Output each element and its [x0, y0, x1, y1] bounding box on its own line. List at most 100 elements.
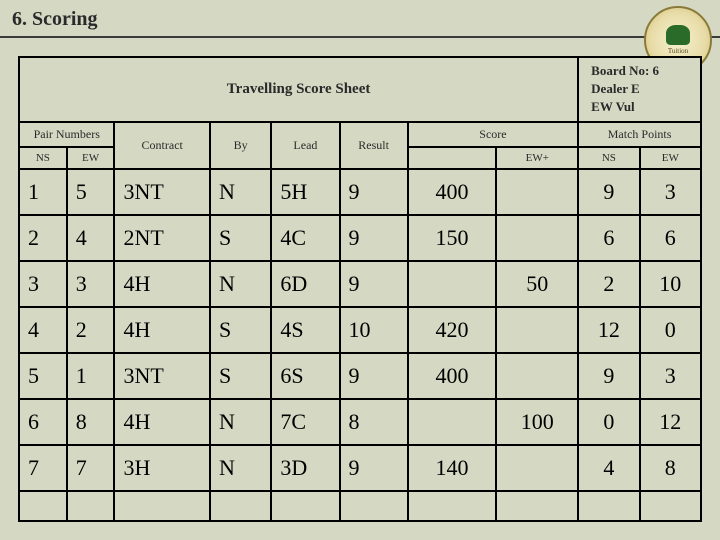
cell-ew: 1	[67, 353, 115, 399]
sheet-title: Travelling Score Sheet	[19, 57, 578, 122]
cell-lead: 5H	[271, 169, 339, 215]
cell-result: 8	[340, 399, 408, 445]
cell-contract: 4H	[114, 399, 209, 445]
cell-ns: 2	[19, 215, 67, 261]
board-no: Board No: 6	[591, 62, 694, 80]
table-row: 334HN6D950210	[19, 261, 701, 307]
cell-by: S	[210, 215, 271, 261]
cell-by: N	[210, 261, 271, 307]
cell-score_ew	[496, 353, 578, 399]
cell-result: 9	[340, 169, 408, 215]
cell-ew: 4	[67, 215, 115, 261]
cell-mp_ew: 6	[640, 215, 701, 261]
cell-by: N	[210, 399, 271, 445]
cell-score_ns	[408, 261, 497, 307]
cell-score_ns: 400	[408, 169, 497, 215]
sub-mp-ew: EW	[640, 147, 701, 169]
table-row: 242NTS4C9150 66	[19, 215, 701, 261]
cell-lead: 4C	[271, 215, 339, 261]
cell-lead: 7C	[271, 399, 339, 445]
cell-ew: 3	[67, 261, 115, 307]
sub-ewplus: EW+	[496, 147, 578, 169]
cell-by: N	[210, 445, 271, 491]
title-underline	[0, 36, 720, 38]
cell-mp_ew: 8	[640, 445, 701, 491]
cell-ns: 7	[19, 445, 67, 491]
cell-mp_ns: 6	[578, 215, 639, 261]
cell-score_ns: 140	[408, 445, 497, 491]
table-row: 513NTS6S940093	[19, 353, 701, 399]
col-header-row: Pair Numbers Contract By Lead Result Sco…	[19, 122, 701, 147]
cell-mp_ew: 3	[640, 353, 701, 399]
cell-lead: 6S	[271, 353, 339, 399]
logo-label: Tuition	[668, 47, 688, 55]
vul: EW Vul	[591, 98, 694, 116]
cell-result: 9	[340, 353, 408, 399]
cell-score_ew: 100	[496, 399, 578, 445]
cell-score_ew	[496, 215, 578, 261]
cell-mp_ns: 0	[578, 399, 639, 445]
cell-contract: 3H	[114, 445, 209, 491]
score-table: Travelling Score Sheet Board No: 6 Deale…	[18, 56, 702, 522]
cell-mp_ns: 4	[578, 445, 639, 491]
col-lead: Lead	[271, 122, 339, 169]
cell-score_ns: 150	[408, 215, 497, 261]
table-row: 424HS4S10420 120	[19, 307, 701, 353]
dragon-icon	[666, 25, 690, 45]
cell-mp_ew: 12	[640, 399, 701, 445]
cell-by: S	[210, 307, 271, 353]
score-table-container: Travelling Score Sheet Board No: 6 Deale…	[18, 56, 702, 522]
cell-ew: 2	[67, 307, 115, 353]
cell-ew: 7	[67, 445, 115, 491]
dealer: Dealer E	[591, 80, 694, 98]
page-title: 6. Scoring	[12, 8, 98, 31]
col-pair: Pair Numbers	[19, 122, 114, 147]
cell-ns: 5	[19, 353, 67, 399]
cell-ns: 4	[19, 307, 67, 353]
cell-lead: 3D	[271, 445, 339, 491]
cell-score_ew	[496, 169, 578, 215]
cell-mp_ew: 0	[640, 307, 701, 353]
cell-result: 9	[340, 445, 408, 491]
col-result: Result	[340, 122, 408, 169]
cell-score_ew	[496, 307, 578, 353]
cell-score_ns: 420	[408, 307, 497, 353]
cell-mp_ew: 3	[640, 169, 701, 215]
table-row: 684HN7C8100012	[19, 399, 701, 445]
header-row: Travelling Score Sheet Board No: 6 Deale…	[19, 57, 701, 122]
cell-mp_ns: 12	[578, 307, 639, 353]
cell-contract: 4H	[114, 307, 209, 353]
cell-lead: 6D	[271, 261, 339, 307]
cell-ns: 6	[19, 399, 67, 445]
cell-mp_ew: 10	[640, 261, 701, 307]
cell-ew: 8	[67, 399, 115, 445]
cell-mp_ns: 9	[578, 169, 639, 215]
cell-mp_ns: 9	[578, 353, 639, 399]
table-row: 153NTN5H940093	[19, 169, 701, 215]
data-rows: 153NTN5H940093242NTS4C915066334HN6D95021…	[19, 169, 701, 491]
table-row: 773HN3D914048	[19, 445, 701, 491]
cell-ns: 1	[19, 169, 67, 215]
empty-row	[19, 491, 701, 521]
cell-ns: 3	[19, 261, 67, 307]
cell-ew: 5	[67, 169, 115, 215]
cell-by: S	[210, 353, 271, 399]
cell-by: N	[210, 169, 271, 215]
col-contract: Contract	[114, 122, 209, 169]
sub-mp-ns: NS	[578, 147, 639, 169]
cell-score_ew: 50	[496, 261, 578, 307]
cell-contract: 2NT	[114, 215, 209, 261]
cell-score_ns	[408, 399, 497, 445]
cell-result: 9	[340, 215, 408, 261]
sub-ew: EW	[67, 147, 115, 169]
cell-contract: 3NT	[114, 353, 209, 399]
col-score: Score	[408, 122, 578, 147]
cell-mp_ns: 2	[578, 261, 639, 307]
cell-result: 10	[340, 307, 408, 353]
cell-result: 9	[340, 261, 408, 307]
cell-score_ew	[496, 445, 578, 491]
cell-lead: 4S	[271, 307, 339, 353]
cell-score_ns: 400	[408, 353, 497, 399]
cell-contract: 4H	[114, 261, 209, 307]
cell-contract: 3NT	[114, 169, 209, 215]
